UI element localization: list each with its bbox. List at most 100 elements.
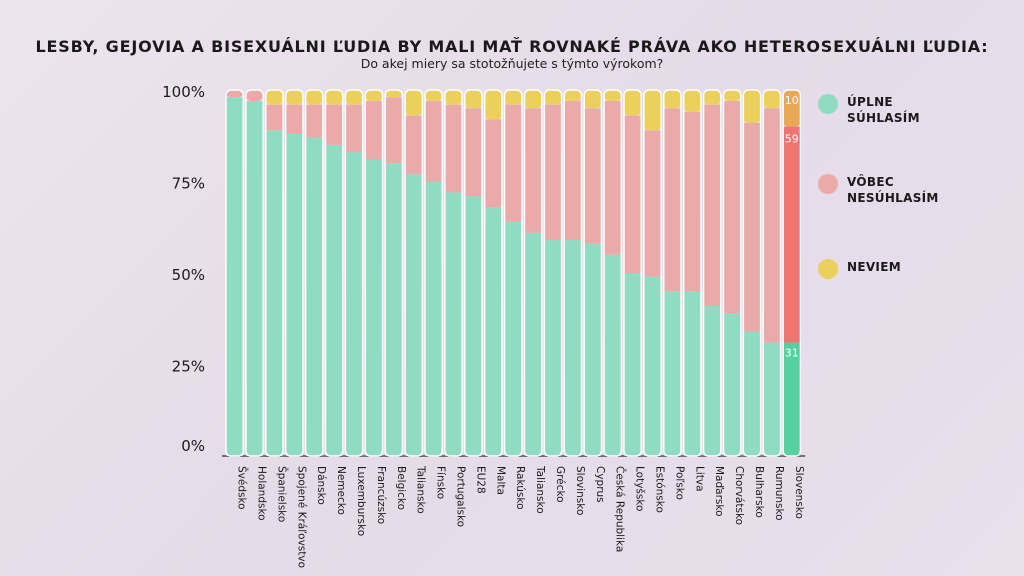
- bar-segment: [624, 115, 642, 274]
- legend-label-disagree: VÔBEC NESÚHLASÍM: [847, 175, 939, 205]
- bar-segment: [325, 90, 343, 105]
- bar-segment: [743, 331, 761, 456]
- data-label: 31: [785, 347, 799, 360]
- bar-segment: [464, 196, 482, 456]
- bar-segment: [226, 90, 244, 98]
- x-tick-label: Holandsko: [256, 466, 268, 521]
- bar-segment: [743, 90, 761, 123]
- bar-segment: [783, 90, 801, 127]
- bar-segment: [683, 111, 701, 292]
- bar-segment: [425, 90, 443, 101]
- bar-segment: [624, 90, 642, 116]
- bar-outline: [484, 89, 503, 457]
- bar-outline: [663, 89, 682, 457]
- bar-segment: [624, 273, 642, 456]
- y-tick-label: 50%: [172, 266, 205, 284]
- bar-segment: [743, 122, 761, 332]
- x-tick-label: Luxembursko: [355, 466, 367, 536]
- bar-segment: [285, 133, 303, 457]
- x-tick-label: Slovinsko: [574, 466, 586, 515]
- x-tick-label: Španielsko: [275, 466, 288, 522]
- x-tick-label: Grécko: [554, 466, 566, 503]
- x-tick-label: Chorvátsko: [733, 466, 745, 525]
- bar-segment: [584, 108, 602, 244]
- y-tick-label: 75%: [172, 175, 205, 193]
- legend-swatch-agree: [818, 94, 838, 114]
- x-tick-label: Fínsko: [435, 466, 447, 499]
- bar-segment: [683, 291, 701, 456]
- bar-segment: [325, 104, 343, 145]
- bar-segment: [226, 97, 244, 456]
- bar-segment: [663, 108, 681, 292]
- x-tick-label: Slovensko: [793, 466, 805, 519]
- bar-outline: [424, 89, 443, 457]
- bar-segment: [763, 108, 781, 343]
- x-tick-label: Poľsko: [673, 466, 685, 500]
- bar-segment: [783, 126, 801, 343]
- bar-segment: [703, 305, 721, 456]
- bar-segment: [385, 90, 403, 98]
- bar-segment: [444, 192, 463, 457]
- bar-segment: [783, 342, 801, 456]
- bar-outline: [603, 89, 622, 457]
- bar-outline: [543, 89, 563, 457]
- bar-segment: [524, 90, 542, 109]
- bar-segment: [604, 254, 622, 456]
- x-tick-label: Rumunsko: [773, 466, 785, 521]
- bar-outline: [245, 89, 264, 457]
- bar-segment: [504, 90, 522, 105]
- bar-segment: [683, 90, 701, 112]
- bar-segment: [723, 90, 741, 101]
- bar-segment: [444, 90, 463, 105]
- bar-segment: [584, 90, 602, 109]
- x-tick-label: Litva: [693, 466, 705, 492]
- y-tick-label: 0%: [181, 437, 205, 455]
- bar-segment: [265, 130, 283, 456]
- legend-swatch-dont-know: [818, 259, 838, 279]
- y-tick-label: 100%: [162, 83, 205, 101]
- x-tick-label: Česká Republika: [614, 466, 627, 552]
- bar-segment: [305, 137, 323, 456]
- bar-outline: [344, 89, 364, 457]
- bar-segment: [484, 119, 502, 208]
- x-tick-label: Bulharsko: [753, 466, 765, 518]
- x-tick-label: Dánsko: [315, 466, 327, 505]
- data-label: 59: [785, 133, 799, 146]
- bar-segment: [524, 108, 542, 233]
- bar-segment: [265, 90, 283, 105]
- bar-segment: [643, 276, 662, 456]
- bar-segment: [365, 90, 383, 101]
- x-tick-label: Rakúsko: [514, 466, 526, 510]
- legend-item-agree: ÚPLNE SÚHLASÍM: [818, 94, 957, 126]
- bar-segment: [385, 97, 403, 164]
- bar-segment: [345, 152, 363, 456]
- bar-segment: [703, 104, 721, 306]
- bar-outline: [702, 89, 722, 457]
- bar-segment: [604, 100, 622, 255]
- bar-segment: [504, 104, 522, 222]
- bar-segment: [643, 90, 662, 131]
- legend-label-agree: ÚPLNE SÚHLASÍM: [847, 95, 920, 125]
- x-tick-label: Taliansko: [415, 465, 427, 514]
- bar-segment: [385, 163, 403, 456]
- x-tick-label: Belgicko: [395, 466, 407, 510]
- bar-segment: [524, 232, 542, 456]
- bar-segment: [604, 90, 622, 101]
- bar-segment: [544, 90, 562, 105]
- bar-outline: [563, 89, 583, 457]
- bar-outline: [404, 89, 424, 457]
- bar-segment: [245, 90, 264, 101]
- bar-segment: [405, 174, 423, 456]
- bar-segment: [723, 100, 741, 314]
- bar-outline: [503, 89, 523, 457]
- chart-subtitle: Do akej miery sa stotožňujete s týmto vý…: [360, 56, 664, 71]
- bar-segment: [643, 130, 662, 277]
- bar-segment: [444, 104, 463, 193]
- bar-segment: [544, 240, 562, 456]
- legend-item-dont-know: NEVIEM: [818, 259, 957, 279]
- bar-segment: [464, 90, 482, 109]
- bar-segment: [245, 100, 264, 456]
- x-tick-label: EU28: [474, 466, 486, 494]
- bar-segment: [325, 144, 343, 456]
